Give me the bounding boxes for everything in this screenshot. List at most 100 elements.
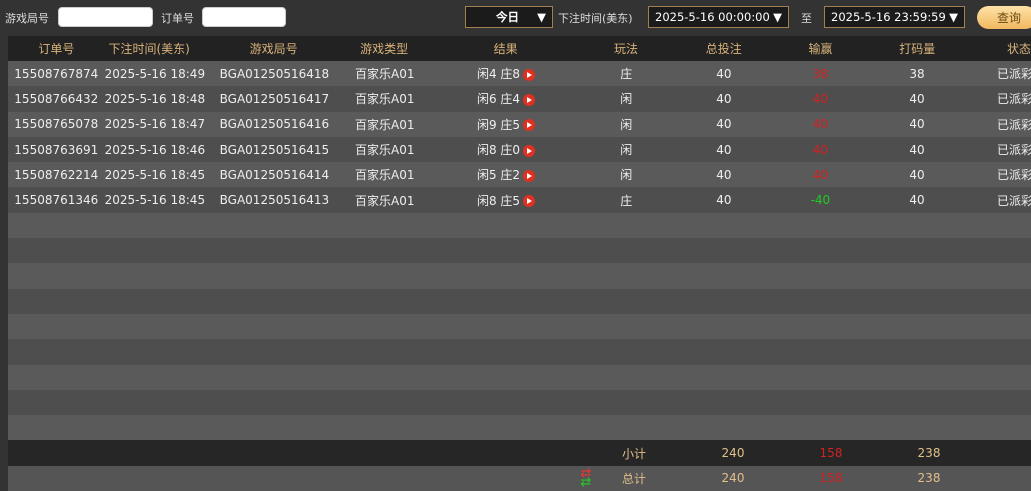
game-type-text: 百家乐A01 xyxy=(355,168,415,183)
game-type-cell: 百家乐A01 xyxy=(354,116,415,133)
order-input[interactable] xyxy=(202,7,286,27)
empty-row xyxy=(8,238,1031,264)
round-input[interactable] xyxy=(58,7,153,27)
empty-row xyxy=(8,263,1031,289)
table-header: 订单号 下注时间(美东) 游戏局号 游戏类型 结果 玩法 总投注 输赢 打码量 状态 xyxy=(8,36,1031,61)
result-text: 闲8 庄5 xyxy=(476,193,521,208)
bet-time-text: 2025-5-16 18:49 xyxy=(104,66,206,81)
total-bet-text: 40 xyxy=(716,142,732,157)
round-id-text: BGA01250516418 xyxy=(219,66,330,81)
win-loss-text: 38 xyxy=(812,66,829,81)
end-time-value: 2025-5-16 23:59:59 xyxy=(831,10,946,24)
result-cell: 闲5 庄2 xyxy=(415,166,596,183)
bet-time-text: 2025-5-16 18:48 xyxy=(104,91,206,106)
status-cell: 已派彩 xyxy=(997,192,1031,209)
column-header-total-bet: 总投注 xyxy=(705,42,742,56)
bet-type-text: 闲 xyxy=(620,168,633,183)
start-time-select[interactable]: 2025-5-16 00:00:00 ▼ xyxy=(648,6,789,28)
column-header-result: 结果 xyxy=(493,42,518,56)
bet-type-text: 庄 xyxy=(620,67,633,82)
play-replay-icon[interactable] xyxy=(523,169,536,182)
valid-bet-cell: 40 xyxy=(849,168,985,182)
round-id-text: BGA01250516413 xyxy=(219,193,330,208)
result-text: 闲5 庄2 xyxy=(476,168,521,183)
result-text: 闲8 庄0 xyxy=(476,143,521,158)
subtotal-valid: 238 xyxy=(917,446,941,461)
status-text: 已派彩 xyxy=(996,92,1031,107)
time-label: 下注时间(美东) xyxy=(558,12,633,25)
valid-bet-cell: 40 xyxy=(849,193,985,207)
total-bet-text: 40 xyxy=(716,91,732,106)
bet-type-text: 闲 xyxy=(620,117,633,132)
range-value: 今日 xyxy=(496,10,519,24)
bet-type-text: 闲 xyxy=(620,92,633,107)
result-cell: 闲6 庄4 xyxy=(415,90,596,107)
total-bet-cell: 40 xyxy=(656,193,792,207)
total-label: 总计 xyxy=(621,471,646,486)
subtotal-label: 小计 xyxy=(621,446,646,461)
empty-row xyxy=(8,364,1031,390)
play-replay-icon[interactable] xyxy=(523,93,536,106)
status-cell: 已派彩 xyxy=(997,141,1031,158)
bet-type-cell: 闲 xyxy=(597,116,656,133)
round-id-cell: BGA01250516416 xyxy=(195,117,355,131)
bet-time-cell: 2025-5-16 18:47 xyxy=(105,117,206,131)
result-cell: 闲8 庄5 xyxy=(415,192,596,209)
total-bet-cell: 40 xyxy=(656,92,792,106)
round-id-cell: BGA01250516414 xyxy=(195,168,355,182)
order-id-text: 15508767874 xyxy=(14,66,99,81)
order-id-text: 15508762214 xyxy=(14,167,99,182)
dropdown-arrow-icon: ▼ xyxy=(773,10,782,24)
win-loss-text: 40 xyxy=(812,117,829,132)
column-header-round-id: 游戏局号 xyxy=(249,42,298,56)
refresh-icon[interactable]: ⇄ ⇄ xyxy=(580,466,592,491)
total-bet-text: 40 xyxy=(716,66,732,81)
table-row: 15508762214 2025-5-16 18:45 BGA01250516414… xyxy=(8,162,1031,188)
empty-row xyxy=(8,212,1031,239)
total-valid: 238 xyxy=(917,471,941,486)
win-loss-cell: 40 xyxy=(792,168,849,182)
range-select[interactable]: 今日 ▼ xyxy=(465,6,553,28)
play-replay-icon[interactable] xyxy=(523,68,536,81)
round-id-text: BGA01250516414 xyxy=(219,167,330,182)
column-header-status: 状态 xyxy=(1006,42,1031,56)
table-row: 15508765078 2025-5-16 18:47 BGA01250516416… xyxy=(8,111,1031,137)
win-loss-text: -40 xyxy=(810,193,831,208)
end-time-select[interactable]: 2025-5-16 23:59:59 ▼ xyxy=(824,6,965,28)
game-type-cell: 百家乐A01 xyxy=(354,141,415,158)
column-header-win-loss: 输赢 xyxy=(808,42,833,56)
status-cell: 已派彩 xyxy=(997,166,1031,183)
status-cell: 已派彩 xyxy=(997,116,1031,133)
dropdown-arrow-icon: ▼ xyxy=(949,10,958,24)
play-replay-icon[interactable] xyxy=(523,195,536,208)
play-replay-icon[interactable] xyxy=(523,119,536,132)
play-replay-icon[interactable] xyxy=(523,144,536,157)
to-label: 至 xyxy=(801,12,812,25)
empty-row xyxy=(8,313,1031,340)
bet-type-cell: 闲 xyxy=(597,141,656,158)
status-text: 已派彩 xyxy=(996,168,1031,183)
bet-time-text: 2025-5-16 18:46 xyxy=(104,142,206,157)
total-bet-text: 40 xyxy=(716,167,732,182)
round-id-text: BGA01250516417 xyxy=(219,91,330,106)
query-button[interactable]: 查询 xyxy=(977,6,1031,29)
bet-type-cell: 闲 xyxy=(597,166,656,183)
order-id-cell: 15508766432 xyxy=(8,92,105,106)
column-header-order-id: 订单号 xyxy=(38,42,75,56)
bet-time-cell: 2025-5-16 18:48 xyxy=(105,92,206,106)
game-type-text: 百家乐A01 xyxy=(355,117,415,132)
valid-bet-text: 40 xyxy=(909,117,925,132)
total-bet-cell: 40 xyxy=(656,117,792,131)
status-text: 已派彩 xyxy=(996,193,1031,208)
subtotal-bet: 240 xyxy=(721,446,745,461)
bet-time-text: 2025-5-16 18:47 xyxy=(104,117,206,132)
win-loss-text: 40 xyxy=(812,91,829,106)
total-bet-cell: 40 xyxy=(656,143,792,157)
bet-time-cell: 2025-5-16 18:49 xyxy=(105,67,206,81)
game-type-text: 百家乐A01 xyxy=(355,67,415,82)
result-cell: 闲4 庄8 xyxy=(415,65,596,82)
bet-time-cell: 2025-5-16 18:45 xyxy=(105,193,206,207)
round-id-cell: BGA01250516413 xyxy=(195,193,355,207)
status-cell: 已派彩 xyxy=(997,90,1031,107)
column-header-game-type: 游戏类型 xyxy=(360,42,409,56)
